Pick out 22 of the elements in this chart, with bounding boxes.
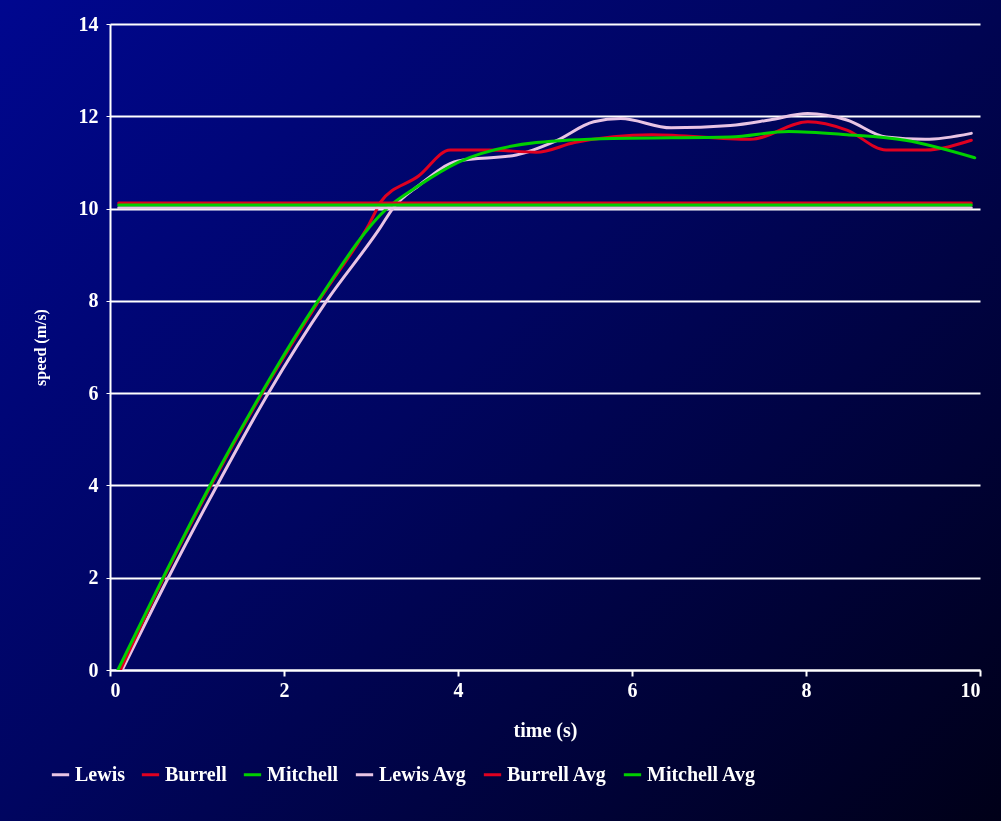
- y-tick-label: 8: [88, 289, 99, 312]
- y-tick-label: 10: [78, 197, 99, 220]
- x-tick-label: 10: [960, 678, 981, 701]
- x-tick-label: 0: [110, 678, 121, 701]
- y-tick-label: 12: [78, 104, 99, 127]
- y-axis-title: speed (m/s): [31, 309, 50, 386]
- y-tick-label: 4: [88, 473, 99, 496]
- legend-label: Lewis: [75, 762, 126, 785]
- x-axis-title: time (s): [513, 718, 578, 742]
- y-tick-label: 6: [88, 381, 99, 404]
- legend-label: Mitchell Avg: [647, 762, 755, 786]
- y-tick-label: 2: [88, 566, 99, 589]
- y-tick-label: 0: [88, 658, 99, 681]
- x-tick-label: 8: [801, 678, 812, 701]
- legend-label: Lewis Avg: [379, 762, 466, 786]
- x-tick-label: 2: [279, 678, 290, 701]
- y-tick-label: 14: [78, 12, 99, 35]
- legend-label: Burrell: [165, 762, 228, 785]
- x-tick-label: 4: [453, 678, 464, 701]
- legend-label: Burrell Avg: [507, 762, 606, 786]
- legend-label: Mitchell: [267, 762, 339, 785]
- x-tick-label: 6: [627, 678, 638, 701]
